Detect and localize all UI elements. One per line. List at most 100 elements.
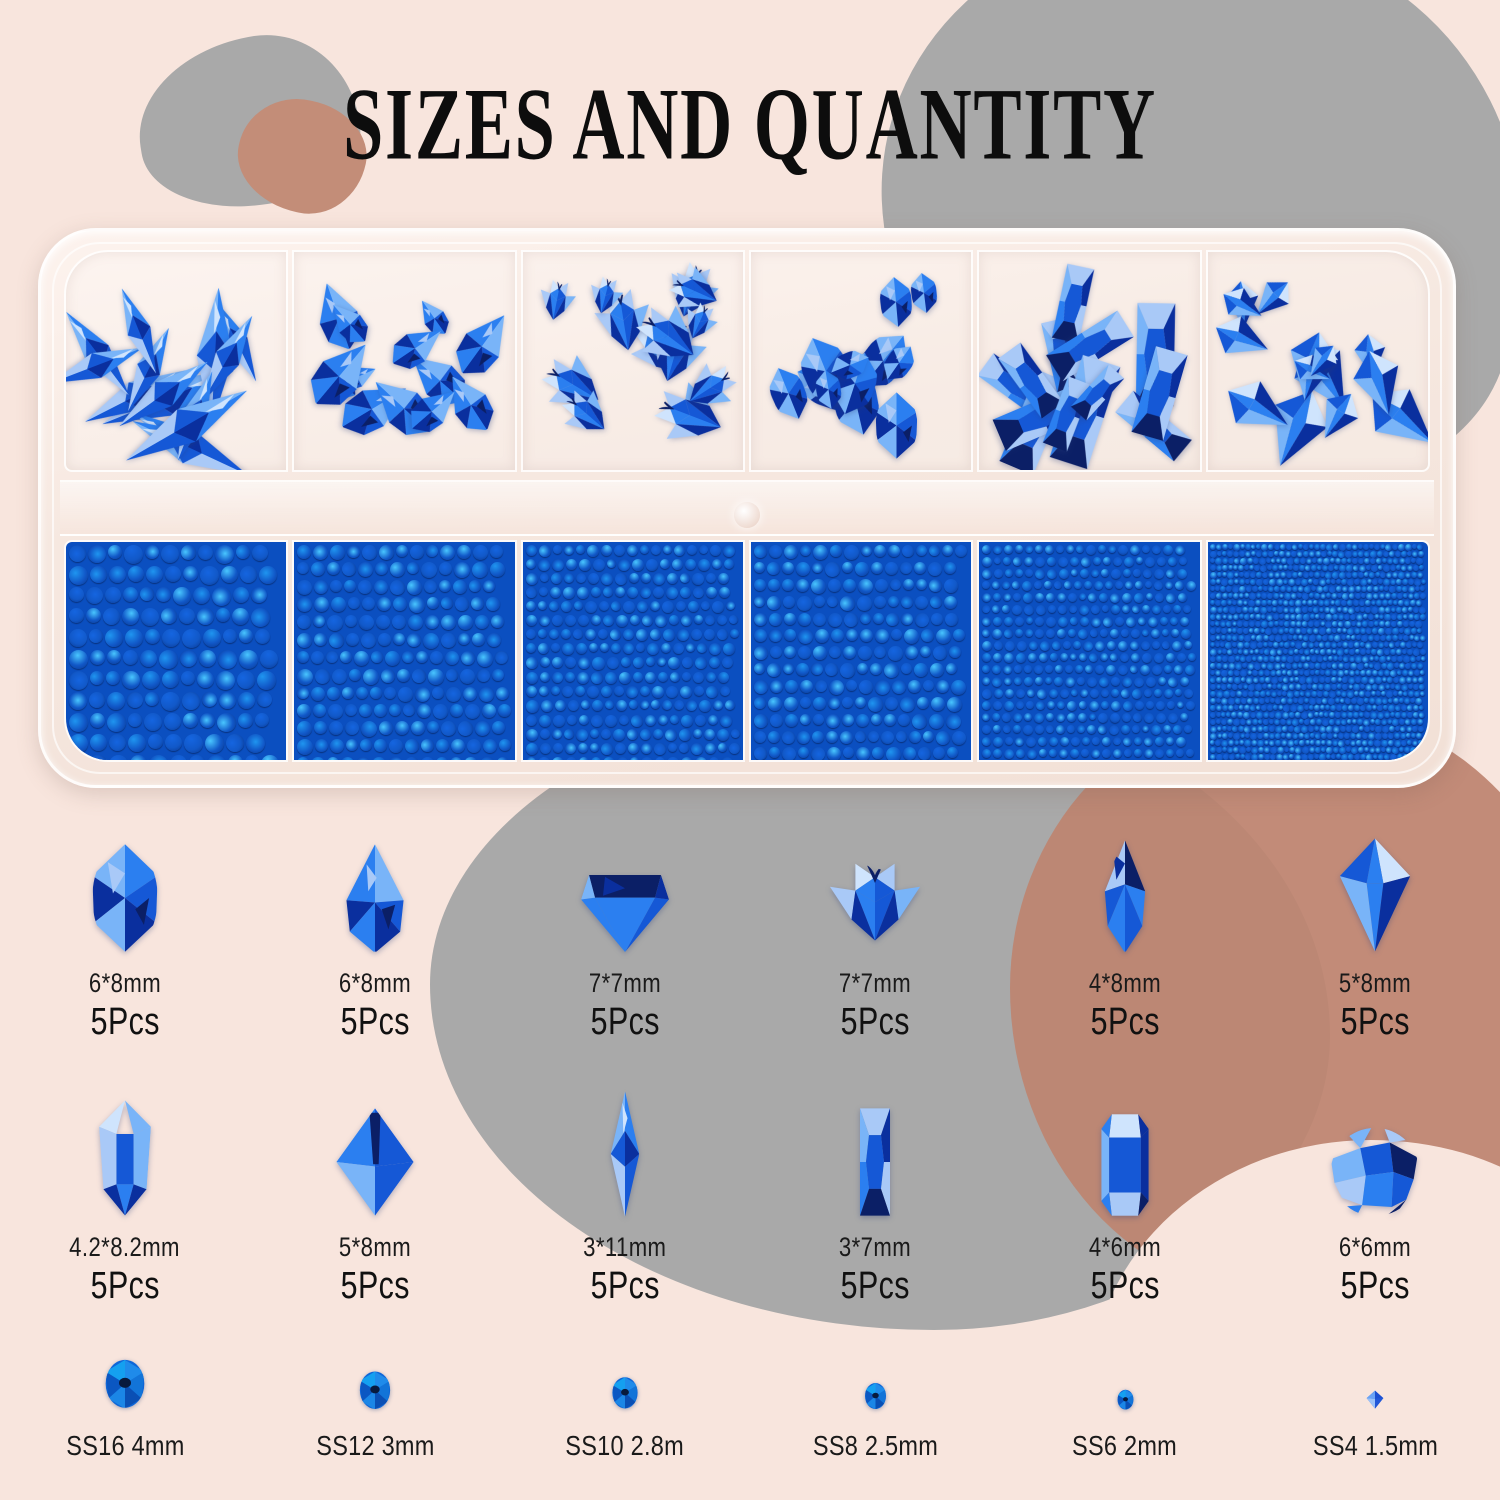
stone — [1365, 593, 1373, 600]
stone — [1176, 737, 1187, 747]
stone — [145, 629, 160, 644]
stone — [1341, 593, 1349, 600]
stone — [679, 573, 690, 583]
stone — [1406, 551, 1412, 556]
stone — [1307, 712, 1314, 718]
stone — [1330, 677, 1337, 683]
stone — [109, 734, 126, 751]
stone — [1337, 740, 1345, 747]
stone — [680, 757, 693, 760]
stone — [428, 669, 445, 685]
stone — [1078, 629, 1089, 639]
stone — [1381, 733, 1388, 739]
stone — [1363, 558, 1370, 564]
stone — [1070, 653, 1078, 660]
oval-round-compartment — [748, 250, 974, 472]
stone — [1222, 607, 1229, 613]
stone — [1354, 607, 1360, 612]
stone — [539, 573, 549, 582]
stone — [1390, 607, 1396, 612]
stone — [1368, 747, 1375, 753]
stone — [1315, 719, 1322, 725]
stone — [994, 641, 1004, 650]
stone — [1409, 698, 1415, 703]
stone — [1277, 600, 1283, 605]
stone — [1155, 749, 1165, 758]
stone — [1132, 605, 1141, 613]
stone — [725, 601, 735, 610]
shape-size-label: 5*8mm — [338, 1232, 412, 1262]
stone — [1234, 698, 1241, 704]
stone — [1271, 628, 1278, 634]
stone — [239, 629, 253, 643]
stone — [1377, 642, 1384, 648]
stone — [1220, 719, 1227, 725]
stone — [766, 562, 780, 575]
stone — [795, 579, 809, 592]
stone — [1343, 614, 1350, 620]
stone — [1416, 628, 1422, 633]
stone — [311, 687, 326, 701]
stone — [1375, 761, 1380, 762]
stone — [1076, 545, 1085, 553]
stone — [1358, 600, 1365, 606]
stone — [1260, 544, 1268, 551]
stone — [89, 755, 107, 760]
stone — [103, 608, 120, 625]
shape-sample-cell: 5*8mm 5Pcs — [1250, 818, 1500, 1044]
stone — [573, 601, 583, 610]
stone — [1156, 701, 1166, 710]
stone — [525, 715, 537, 726]
stone — [1404, 719, 1411, 725]
stone — [1403, 698, 1410, 704]
stone — [237, 671, 255, 689]
stone — [1253, 607, 1260, 613]
stone — [1164, 689, 1174, 698]
stone — [1370, 761, 1375, 762]
stone — [238, 692, 255, 709]
stone — [1347, 754, 1354, 760]
stone — [480, 757, 496, 760]
stone — [1267, 642, 1273, 647]
stone — [1287, 579, 1295, 586]
stone — [251, 608, 270, 627]
stone — [1229, 691, 1236, 697]
stone — [1221, 572, 1227, 577]
stone — [657, 715, 668, 725]
stone — [1023, 593, 1034, 603]
stone — [450, 757, 463, 760]
stone — [1361, 740, 1368, 746]
stone — [1230, 712, 1237, 718]
stone — [1219, 621, 1226, 627]
stone — [1331, 740, 1338, 746]
stone — [1291, 663, 1298, 669]
shape-qty-label: 5Pcs — [1340, 1001, 1410, 1043]
stone — [1151, 725, 1162, 735]
stone — [1269, 698, 1275, 703]
stone — [1050, 653, 1059, 661]
stone — [1395, 565, 1401, 570]
stone — [1257, 586, 1263, 591]
stone — [1383, 754, 1390, 760]
gem-piece — [438, 297, 515, 392]
stone — [564, 615, 576, 626]
stone — [1370, 607, 1378, 614]
stone — [525, 545, 537, 556]
ss8-round-stone-icon — [863, 1342, 888, 1410]
stone — [1057, 593, 1067, 602]
stone — [856, 596, 872, 611]
stone — [1232, 565, 1238, 570]
stone — [159, 650, 178, 669]
stone — [1215, 698, 1221, 703]
stone — [944, 613, 958, 626]
stone — [1231, 726, 1238, 732]
stone — [1285, 544, 1292, 550]
stone — [919, 646, 931, 657]
stone — [314, 633, 328, 646]
stone — [1347, 642, 1354, 648]
stone — [1337, 614, 1344, 620]
stone — [1168, 557, 1178, 566]
stone — [1034, 665, 1044, 674]
shape-qty-label: 5Pcs — [340, 1001, 410, 1043]
stone — [1318, 628, 1326, 635]
